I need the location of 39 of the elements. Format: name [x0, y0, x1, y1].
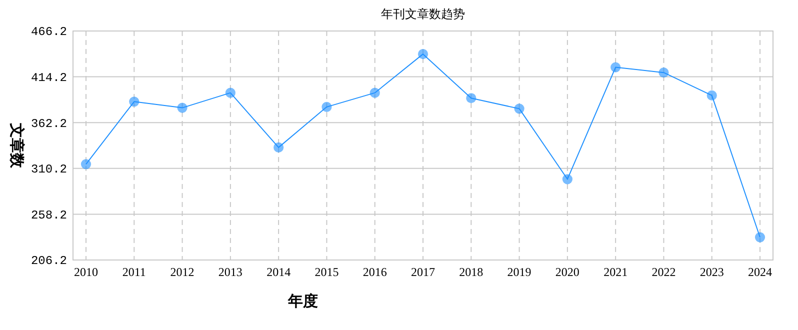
x-tick-label: 2013	[218, 265, 242, 279]
x-tick-label: 2012	[170, 265, 194, 279]
x-tick-label: 2014	[266, 265, 291, 279]
point	[754, 232, 766, 242]
x-tick-label: 2021	[604, 265, 628, 279]
y-tick-label: 362.2	[30, 116, 67, 131]
point	[129, 96, 140, 107]
point	[466, 93, 476, 104]
point	[610, 62, 621, 72]
y-tick-label: 206.2	[30, 254, 67, 268]
point	[706, 90, 717, 101]
y-tick-label: 466.2	[30, 25, 67, 40]
x-axis-title: 年度	[287, 292, 318, 310]
x-tick-label: 2018	[459, 265, 484, 279]
x-tick-label: 2015	[314, 265, 339, 279]
point	[274, 142, 284, 152]
point	[80, 159, 92, 170]
point	[177, 102, 188, 113]
x-tick-label: 2016	[362, 265, 387, 279]
point	[562, 174, 572, 184]
chart-title: 年刊文章数趋势	[381, 7, 465, 21]
x-tick-label: 2024	[748, 265, 772, 279]
y-tick-label: 310.2	[30, 162, 67, 177]
y-tick-label: 414.2	[30, 71, 67, 85]
point	[514, 104, 524, 114]
x-tick-label: 2022	[652, 265, 676, 279]
x-tick-label: 2010	[74, 265, 98, 279]
point	[370, 88, 380, 98]
x-tick-label: 2011	[122, 265, 146, 279]
y-axis-title: 文章数	[8, 122, 26, 169]
point	[225, 88, 236, 98]
point	[658, 68, 669, 78]
x-tick-label: 2023	[700, 265, 724, 279]
x-tick-label: 2017	[411, 265, 435, 279]
y-tick-label: 258.2	[30, 208, 67, 222]
point	[418, 49, 428, 60]
point	[322, 102, 332, 112]
x-tick-label: 2019	[507, 265, 532, 279]
x-tick-label: 2020	[555, 265, 580, 279]
